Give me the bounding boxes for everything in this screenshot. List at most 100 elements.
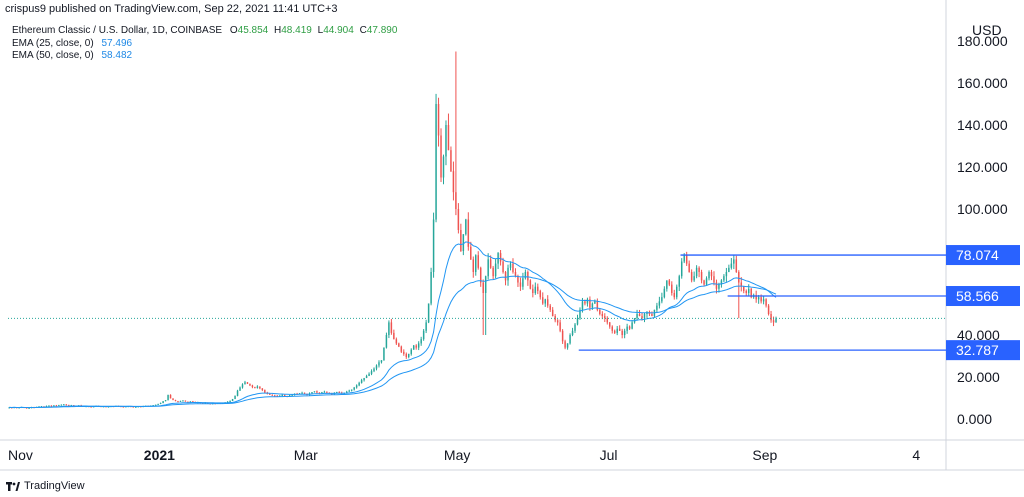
legend-symbol: Ethereum Classic / U.S. Dollar, 1D, COIN… xyxy=(12,25,223,36)
candle-body xyxy=(571,330,574,335)
candle-body xyxy=(477,255,479,268)
candle-body xyxy=(313,391,316,393)
legend-open-value: 45.854 xyxy=(237,25,269,36)
candle-body xyxy=(641,316,643,319)
candle-body xyxy=(586,299,589,304)
candle-body xyxy=(613,330,616,333)
legend-close-value: 47.890 xyxy=(366,25,398,36)
candle-body xyxy=(618,328,621,331)
candle-body xyxy=(187,401,189,403)
candle-body xyxy=(651,314,653,317)
candle-body xyxy=(705,278,708,285)
candle-body xyxy=(132,406,135,408)
candle-body xyxy=(621,330,623,335)
candle-body xyxy=(698,267,700,272)
y-tick-label: 0.000 xyxy=(957,411,992,427)
level-tag-label: 78.074 xyxy=(956,247,999,263)
candle-body xyxy=(174,400,177,402)
candle-body xyxy=(306,394,308,396)
candle-body xyxy=(244,382,246,385)
y-tick-label: 20.000 xyxy=(957,369,1000,385)
currency-label: USD xyxy=(972,22,1002,38)
candle-body xyxy=(775,318,777,323)
candle-body xyxy=(450,150,452,172)
level-tag-label: 58.566 xyxy=(956,288,999,304)
candle-body xyxy=(465,219,467,235)
candle-body xyxy=(90,406,92,408)
candle-body xyxy=(772,320,775,323)
candle-body xyxy=(271,394,274,396)
candle-body xyxy=(718,284,720,289)
candle-body xyxy=(723,276,725,281)
candle-body xyxy=(231,399,234,401)
candle-body xyxy=(192,401,194,403)
candle-body xyxy=(757,297,760,300)
ema25-line xyxy=(9,241,777,409)
candle-body xyxy=(440,135,442,178)
candle-body xyxy=(226,401,229,403)
candle-body xyxy=(318,392,321,394)
candle-body xyxy=(700,272,703,281)
candle-body xyxy=(430,272,432,304)
candle-body xyxy=(551,309,554,317)
x-tick-label: Nov xyxy=(8,447,33,463)
candle-body xyxy=(760,297,762,302)
candle-body xyxy=(767,305,770,314)
candle-body xyxy=(236,390,239,396)
legend-close-label: C xyxy=(359,25,367,36)
candle-body xyxy=(626,326,628,331)
candle-body xyxy=(519,282,522,287)
candle-body xyxy=(509,263,512,268)
candle-body xyxy=(350,389,353,391)
candle-body xyxy=(400,346,403,352)
candle-body xyxy=(321,392,323,394)
candle-body xyxy=(154,404,157,406)
candle-body xyxy=(162,401,164,404)
candle-body xyxy=(728,267,730,272)
candle-body xyxy=(48,405,50,407)
candle-body xyxy=(703,280,705,285)
candle-body xyxy=(189,401,192,403)
x-tick-label: Jul xyxy=(600,447,618,463)
legend-ema25-value: 57.496 xyxy=(101,37,133,49)
candle-body xyxy=(264,390,266,393)
candle-body xyxy=(172,398,174,401)
candle-body xyxy=(249,383,251,386)
candle-body xyxy=(452,171,455,193)
candle-body xyxy=(606,318,609,323)
candle-body xyxy=(432,219,435,272)
candle-body xyxy=(269,393,271,395)
candle-body xyxy=(167,394,169,401)
candle-body xyxy=(765,299,767,306)
candle-body xyxy=(740,282,743,287)
candle-body xyxy=(25,407,28,409)
candle-body xyxy=(388,322,390,335)
candle-body xyxy=(725,272,728,277)
candle-body xyxy=(581,301,584,310)
candle-body xyxy=(261,388,264,391)
candle-body xyxy=(184,400,187,402)
candle-body xyxy=(489,259,492,268)
candle-body xyxy=(713,276,715,283)
candle-body xyxy=(616,328,618,333)
candle-body xyxy=(58,405,60,407)
candle-body xyxy=(415,345,417,348)
candle-body xyxy=(254,387,256,389)
candle-body xyxy=(527,272,529,281)
legend-ema50-row: EMA (50, close, 0) 58.482 xyxy=(12,50,397,63)
candle-body xyxy=(383,347,385,361)
y-tick-label: 160.000 xyxy=(957,75,1008,91)
candle-body xyxy=(658,301,661,306)
candle-body xyxy=(668,280,671,285)
candle-body xyxy=(360,380,363,383)
candle-body xyxy=(539,290,542,298)
candle-body xyxy=(673,293,676,298)
legend-ema25-label: EMA (25, close, 0) xyxy=(12,37,94,49)
candle-body xyxy=(559,322,561,331)
candle-body xyxy=(291,394,293,396)
candle-body xyxy=(390,322,393,333)
candle-body xyxy=(420,339,422,344)
candle-body xyxy=(534,286,537,293)
legend-ema50-label: EMA (50, close, 0) xyxy=(12,50,94,61)
